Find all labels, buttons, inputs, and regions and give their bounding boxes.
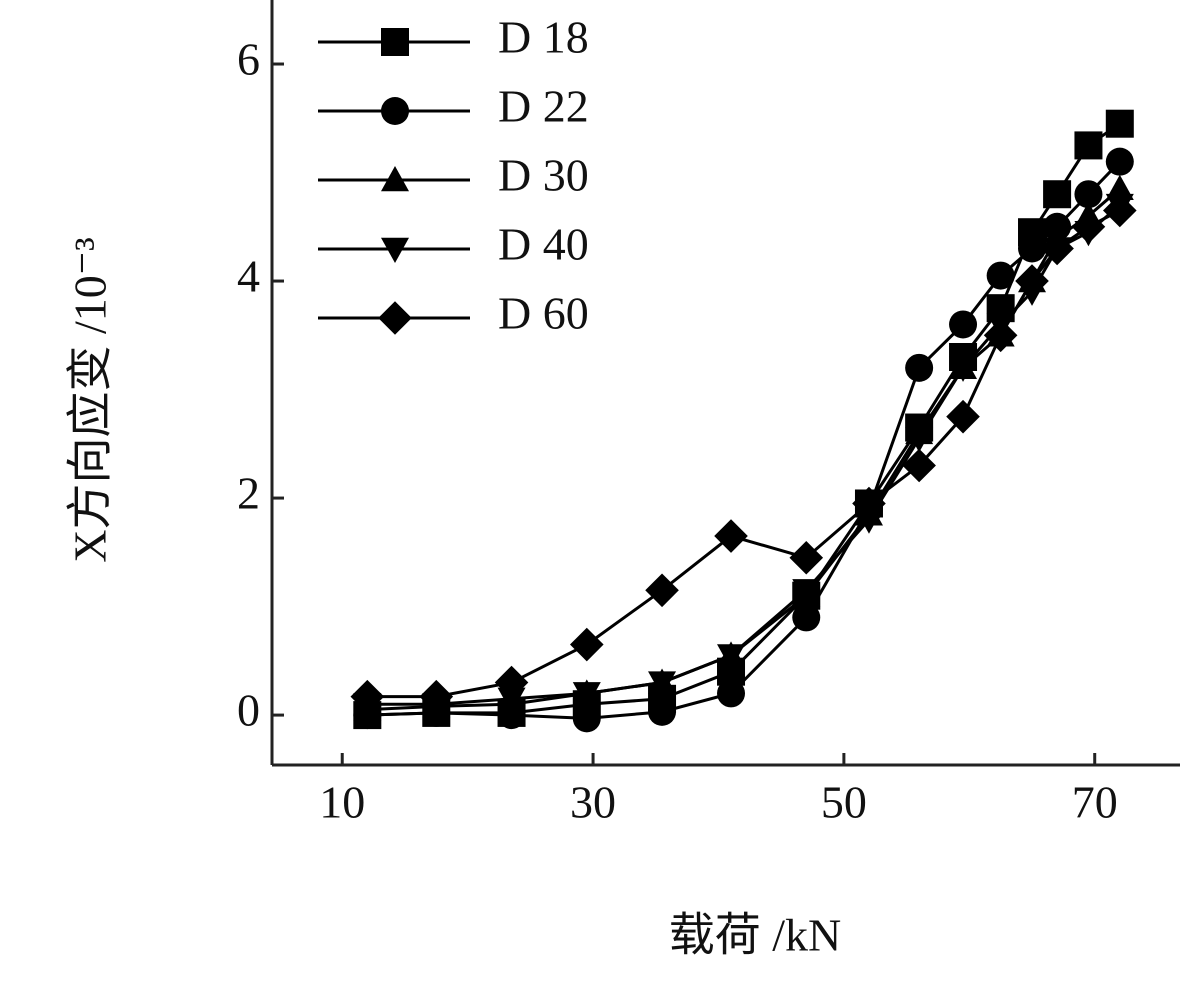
marker: [419, 679, 454, 714]
marker: [1040, 231, 1074, 266]
x-tick-label: 30: [570, 777, 616, 828]
marker: [949, 310, 978, 339]
marker: [902, 448, 936, 483]
x-axis-label: 载荷 /kN: [669, 910, 842, 961]
marker: [1105, 147, 1134, 176]
series-line: [367, 160, 1121, 720]
marker: [1071, 209, 1106, 244]
marker: [986, 261, 1015, 290]
x-tick-label: 10: [319, 777, 365, 828]
marker: [854, 508, 883, 534]
legend-marker: [378, 301, 412, 335]
marker: [569, 627, 604, 662]
legend-marker: [381, 166, 409, 192]
y-tick-label: 6: [237, 34, 260, 85]
legend-marker: [381, 97, 409, 125]
marker: [572, 682, 601, 708]
marker: [852, 486, 886, 521]
marker: [1074, 131, 1103, 160]
marker: [1074, 180, 1103, 209]
marker: [1018, 234, 1047, 263]
marker: [983, 318, 1018, 353]
marker: [905, 353, 934, 382]
legend-label: D 22: [498, 81, 589, 132]
marker: [648, 671, 677, 697]
legend-label: D 40: [498, 219, 589, 270]
marker: [1015, 264, 1049, 298]
marker: [572, 704, 601, 733]
marker: [905, 427, 934, 453]
marker: [792, 579, 821, 605]
marker: [1103, 193, 1137, 228]
legend-label: D 18: [498, 12, 589, 63]
x-tick-label: 50: [821, 777, 867, 828]
marker: [497, 687, 526, 713]
x-tick-label: 70: [1072, 777, 1118, 828]
y-axis-label: X方向应变 /10⁻³: [65, 237, 116, 563]
marker: [648, 697, 677, 726]
legend-marker: [381, 237, 409, 263]
marker: [714, 519, 748, 553]
y-tick-label: 0: [237, 685, 260, 736]
legend-marker: [381, 28, 409, 56]
marker: [1043, 180, 1072, 209]
marker: [645, 573, 679, 608]
marker: [717, 644, 746, 670]
marker: [1105, 109, 1134, 138]
legend-label: D 60: [498, 288, 589, 339]
y-tick-label: 4: [237, 251, 260, 302]
legend-label: D 30: [498, 150, 589, 201]
marker: [494, 665, 529, 700]
marker: [1105, 174, 1134, 201]
series-line: [367, 122, 1121, 717]
marker: [350, 679, 385, 714]
marker: [792, 603, 821, 632]
y-tick-label: 2: [237, 468, 260, 519]
marker: [949, 356, 978, 382]
marker: [717, 679, 746, 708]
marker: [946, 399, 980, 434]
marker: [789, 540, 824, 575]
